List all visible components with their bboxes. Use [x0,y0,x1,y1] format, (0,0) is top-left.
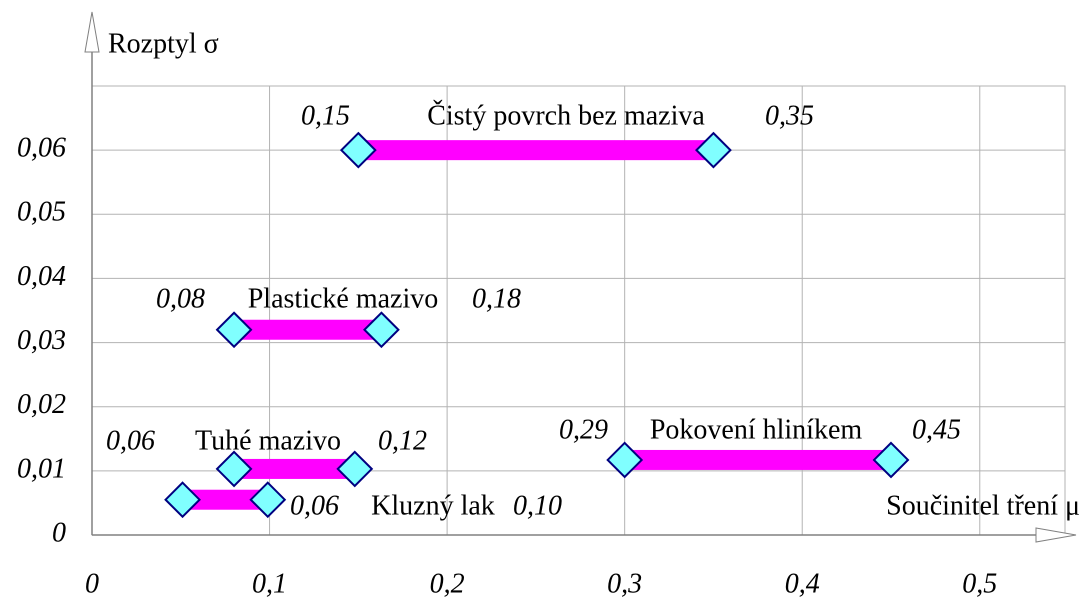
marker [215,311,253,349]
x-axis-label: Součinitel tření μ [886,490,1080,521]
y-tick-label: 0,03 [17,325,66,356]
x-tick-label: 0,1 [252,568,287,599]
y-tick-label: 0,04 [17,261,66,292]
y-tick-label: 0,05 [17,197,66,228]
x-tick-label: 0 [85,568,99,599]
end-label: 0,45 [912,414,961,445]
bar-name: Kluzný lak [371,490,495,521]
range-bar [234,319,382,340]
y-axis-label: Rozptyl σ [108,28,219,59]
x-tick-label: 0,5 [962,568,997,599]
end-label: 0,35 [765,100,814,131]
bar-name: Tuhé mazivo [195,425,341,456]
marker [249,481,287,519]
x-tick-label: 0,3 [607,568,642,599]
end-label: 0,12 [378,425,427,456]
start-label: 0,29 [559,414,608,445]
range-bar [624,449,891,470]
range-bar [234,458,355,479]
y-tick-label: 0,06 [17,133,66,164]
marker [164,481,201,519]
x-axis-arrow [1035,527,1077,543]
y-axis-arrow [84,11,100,53]
marker [336,450,374,488]
start-label: 0,08 [156,283,205,314]
marker [695,131,732,169]
y-tick-label: 0,02 [17,389,66,420]
bar-name: Plastické mazivo [248,283,439,314]
marker [215,450,253,488]
x-tick-label: 0,4 [785,568,820,599]
start-label: 0,06 [106,425,155,456]
marker [339,131,377,169]
marker [606,441,644,479]
marker [362,311,400,349]
marker [872,441,910,479]
start-label: 0,06 [290,490,339,521]
range-bar [358,140,714,161]
y-tick-label: 0 [52,517,66,548]
end-label: 0,18 [472,283,521,314]
end-label: 0,10 [513,490,562,521]
range-bar [182,489,268,510]
y-tick-label: 0,01 [17,453,66,484]
start-label: 0,15 [301,100,350,131]
bar-name: Pokovení hliníkem [650,414,863,445]
x-tick-label: 0,2 [430,568,465,599]
bar-name: Čistý povrch bez maziva [427,100,705,131]
